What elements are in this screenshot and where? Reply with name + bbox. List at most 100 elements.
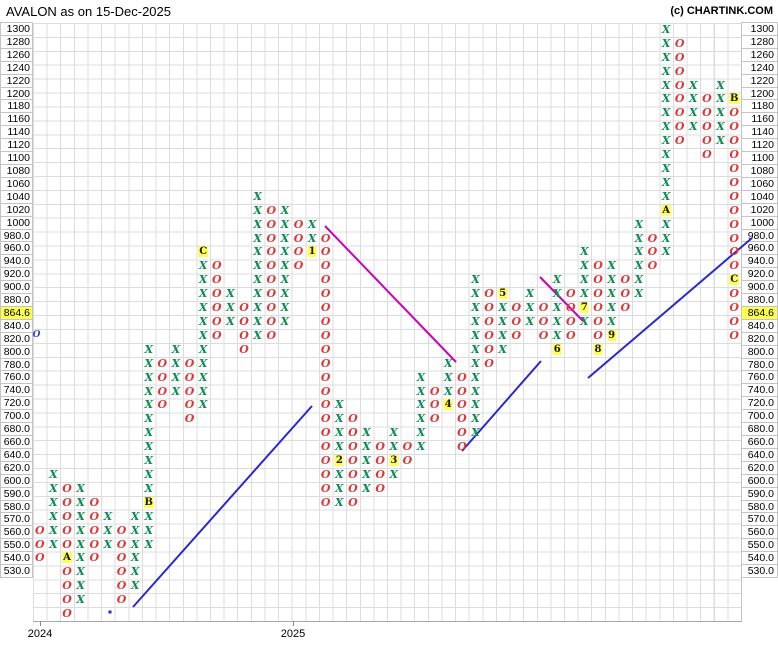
pf-o-symbol: O bbox=[62, 537, 72, 551]
pf-x-symbol: X bbox=[49, 468, 58, 482]
pf-o-symbol: O bbox=[348, 454, 358, 468]
pf-o-symbol: O bbox=[320, 454, 331, 468]
pf-o-symbol: O bbox=[729, 162, 739, 176]
pf-o-symbol: O bbox=[293, 231, 304, 245]
pf-o-symbol: O bbox=[620, 301, 631, 315]
pf-o-symbol: O bbox=[62, 509, 72, 523]
y-axis-label: 1020 bbox=[741, 202, 778, 217]
pf-o-symbol: O bbox=[320, 259, 331, 273]
pf-x-symbol: X bbox=[76, 495, 85, 509]
y-axis-label: 840.0 bbox=[741, 318, 778, 333]
pf-x-symbol: X bbox=[362, 440, 371, 454]
chart-title: AVALON as on 15-Dec-2025 bbox=[6, 4, 171, 19]
pf-o-symbol: O bbox=[320, 328, 331, 342]
pf-x-symbol: X bbox=[253, 245, 262, 259]
month-marker: 2 bbox=[334, 455, 344, 467]
pf-x-symbol: X bbox=[307, 217, 317, 231]
pf-o-symbol: O bbox=[729, 203, 739, 217]
pf-x-symbol: X bbox=[471, 273, 480, 287]
pf-x-symbol: X bbox=[253, 189, 262, 203]
pf-x-symbol: X bbox=[471, 398, 480, 412]
pf-x-symbol: X bbox=[362, 481, 371, 495]
pf-x-symbol: X bbox=[552, 301, 562, 315]
y-axis-label: 900.0 bbox=[741, 280, 778, 295]
pf-o-symbol: O bbox=[375, 440, 385, 454]
pf-x-symbol: X bbox=[198, 356, 208, 370]
pf-x-symbol: X bbox=[144, 412, 153, 426]
pf-o-symbol: O bbox=[184, 398, 195, 412]
pf-o-symbol: O bbox=[511, 328, 522, 342]
pf-x-symbol: X bbox=[443, 370, 453, 384]
pf-o-symbol: O bbox=[429, 412, 440, 426]
y-axis-label: 590.0 bbox=[0, 486, 33, 501]
pf-o-symbol: O bbox=[674, 36, 685, 50]
pf-o-symbol: O bbox=[729, 231, 739, 245]
pf-o-symbol: O bbox=[239, 328, 249, 342]
y-axis-label: 620.0 bbox=[0, 460, 33, 475]
y-axis-label: 580.0 bbox=[741, 499, 778, 514]
y-axis-label: 600.0 bbox=[741, 473, 778, 488]
y-axis-label: 740.0 bbox=[0, 383, 33, 398]
pf-x-symbol: X bbox=[198, 342, 208, 356]
pf-o-symbol: O bbox=[538, 328, 549, 342]
pf-x-symbol: X bbox=[253, 231, 262, 245]
pf-x-symbol: X bbox=[226, 287, 235, 301]
pf-o-symbol: O bbox=[157, 384, 168, 398]
pf-o-symbol: O bbox=[729, 175, 739, 189]
pf-o-symbol: O bbox=[89, 509, 100, 523]
pf-o-symbol: O bbox=[402, 454, 413, 468]
pf-o-symbol: O bbox=[538, 315, 549, 329]
pf-x-symbol: X bbox=[552, 287, 562, 301]
y-axis-label: 1220 bbox=[741, 73, 778, 88]
y-axis-label: 1180 bbox=[0, 99, 33, 114]
pf-x-symbol: X bbox=[253, 203, 262, 217]
pf-o-symbol: O bbox=[457, 440, 467, 454]
y-axis-label: 680.0 bbox=[741, 422, 778, 436]
pf-x-symbol: X bbox=[144, 440, 153, 454]
pf-o-symbol: O bbox=[593, 301, 603, 315]
y-axis-label: 880.0 bbox=[741, 293, 778, 307]
pf-o-symbol: O bbox=[320, 231, 331, 245]
month-marker: 9 bbox=[607, 329, 617, 341]
pf-x-symbol: X bbox=[661, 92, 671, 106]
pf-o-symbol: O bbox=[266, 245, 277, 259]
month-marker: 6 bbox=[552, 343, 562, 355]
y-axis-label: 864.6 bbox=[741, 305, 778, 320]
pf-x-symbol: X bbox=[198, 287, 208, 301]
pf-x-symbol: X bbox=[130, 523, 140, 537]
pf-x-symbol: X bbox=[253, 315, 262, 329]
pf-o-symbol: O bbox=[184, 412, 195, 426]
y-axis-label: 1080 bbox=[0, 163, 33, 178]
pf-x-symbol: X bbox=[49, 481, 58, 495]
pf-x-symbol: X bbox=[49, 509, 58, 523]
pf-o-symbol: O bbox=[320, 481, 331, 495]
y-axis-label: 570.0 bbox=[0, 512, 33, 527]
pf-x-symbol: X bbox=[280, 245, 290, 259]
pf-x-symbol: X bbox=[144, 509, 153, 523]
pf-o-symbol: O bbox=[702, 106, 712, 120]
pf-o-symbol: O bbox=[320, 245, 331, 259]
pf-x-symbol: X bbox=[76, 551, 85, 565]
y-axis-label: 1060 bbox=[0, 176, 33, 191]
y-axis-label: 570.0 bbox=[741, 512, 778, 527]
pf-x-symbol: X bbox=[634, 287, 644, 301]
pf-o-symbol: O bbox=[674, 120, 685, 134]
y-axis-label: 940.0 bbox=[741, 254, 778, 269]
y-axis-label: 1300 bbox=[0, 22, 33, 36]
pf-x-symbol: X bbox=[498, 315, 507, 329]
pf-x-symbol: X bbox=[443, 384, 453, 398]
y-axis-label: 720.0 bbox=[741, 396, 778, 411]
pf-x-symbol: X bbox=[76, 565, 85, 579]
pf-x-symbol: X bbox=[335, 495, 344, 509]
pf-o-symbol: O bbox=[320, 315, 331, 329]
pf-x-symbol: X bbox=[634, 259, 644, 273]
pf-x-symbol: X bbox=[580, 259, 589, 273]
pf-o-symbol: O bbox=[348, 426, 358, 440]
month-marker: 4 bbox=[443, 399, 453, 411]
pf-x-symbol: X bbox=[130, 565, 140, 579]
pf-x-symbol: X bbox=[362, 468, 371, 482]
pf-x-symbol: X bbox=[661, 231, 671, 245]
pf-x-symbol: X bbox=[280, 231, 290, 245]
pf-x-symbol: X bbox=[307, 231, 317, 245]
pf-x-symbol: X bbox=[280, 203, 290, 217]
